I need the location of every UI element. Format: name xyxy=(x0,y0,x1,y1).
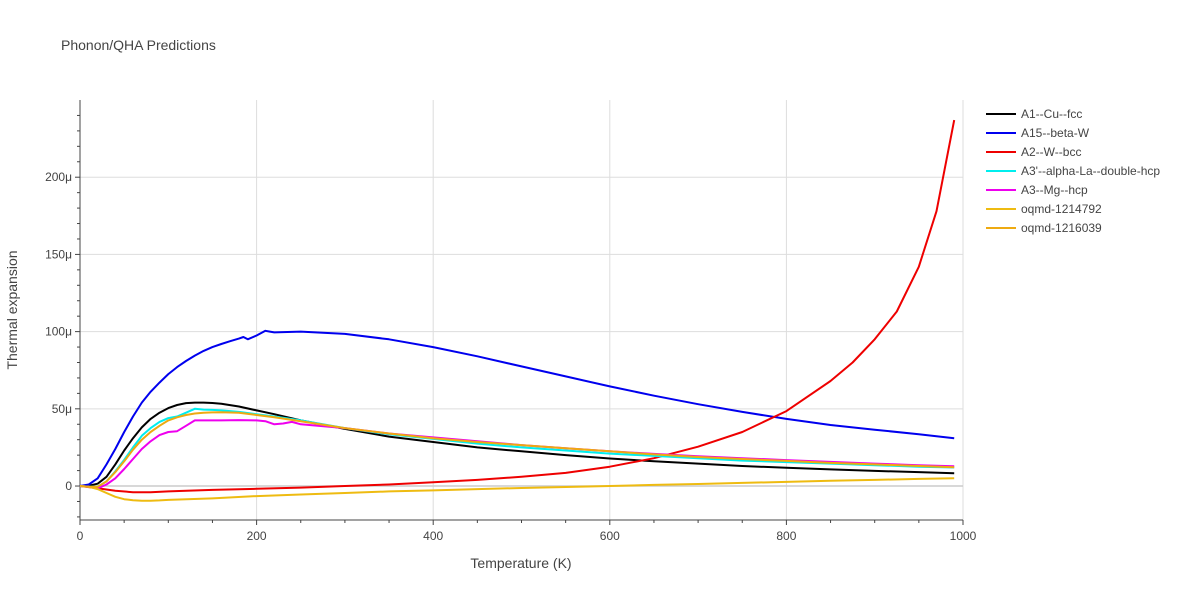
series-line-2 xyxy=(79,329,955,487)
y-tick-label: 150μ xyxy=(45,247,72,261)
y-tick-label: 50μ xyxy=(52,402,72,416)
x-tick-label: 1000 xyxy=(950,529,977,543)
x-tick-label: 200 xyxy=(247,529,267,543)
legend-label: oqmd-1216039 xyxy=(1021,221,1102,235)
x-tick-label: 400 xyxy=(423,529,443,543)
chart-title: Phonon/QHA Predictions xyxy=(61,37,216,53)
legend-label: A1--Cu--fcc xyxy=(1021,107,1082,121)
y-tick-label: 0 xyxy=(65,479,72,493)
legend-label: A15--beta-W xyxy=(1021,126,1090,140)
series-layer xyxy=(79,119,956,502)
series-line-3 xyxy=(79,119,956,494)
legend-label: A3--Mg--hcp xyxy=(1021,183,1088,197)
y-tick-label: 200μ xyxy=(45,170,72,184)
axes-layer: 0 200 400 600 800 1000 0 50μ 100μ 150μ 200μ xyxy=(45,100,977,543)
grid-layer xyxy=(80,100,964,520)
legend-label: A2--W--bcc xyxy=(1021,145,1081,159)
x-tick-label: 0 xyxy=(77,529,84,543)
y-tick-label: 100μ xyxy=(45,325,72,339)
x-tick-label: 600 xyxy=(600,529,620,543)
legend-label: A3'--alpha-La--double-hcp xyxy=(1021,164,1160,178)
legend-label: oqmd-1214792 xyxy=(1021,202,1102,216)
series-line-6 xyxy=(79,477,955,502)
legend: A1--Cu--fcc A15--beta-W A2--W--bcc A3'--alp… xyxy=(986,107,1160,235)
x-tick-label: 800 xyxy=(776,529,796,543)
y-axis-label: Thermal expansion xyxy=(4,250,20,369)
series-line-7 xyxy=(79,411,955,488)
series-line-1 xyxy=(79,401,955,487)
x-axis-label: Temperature (K) xyxy=(470,555,571,571)
